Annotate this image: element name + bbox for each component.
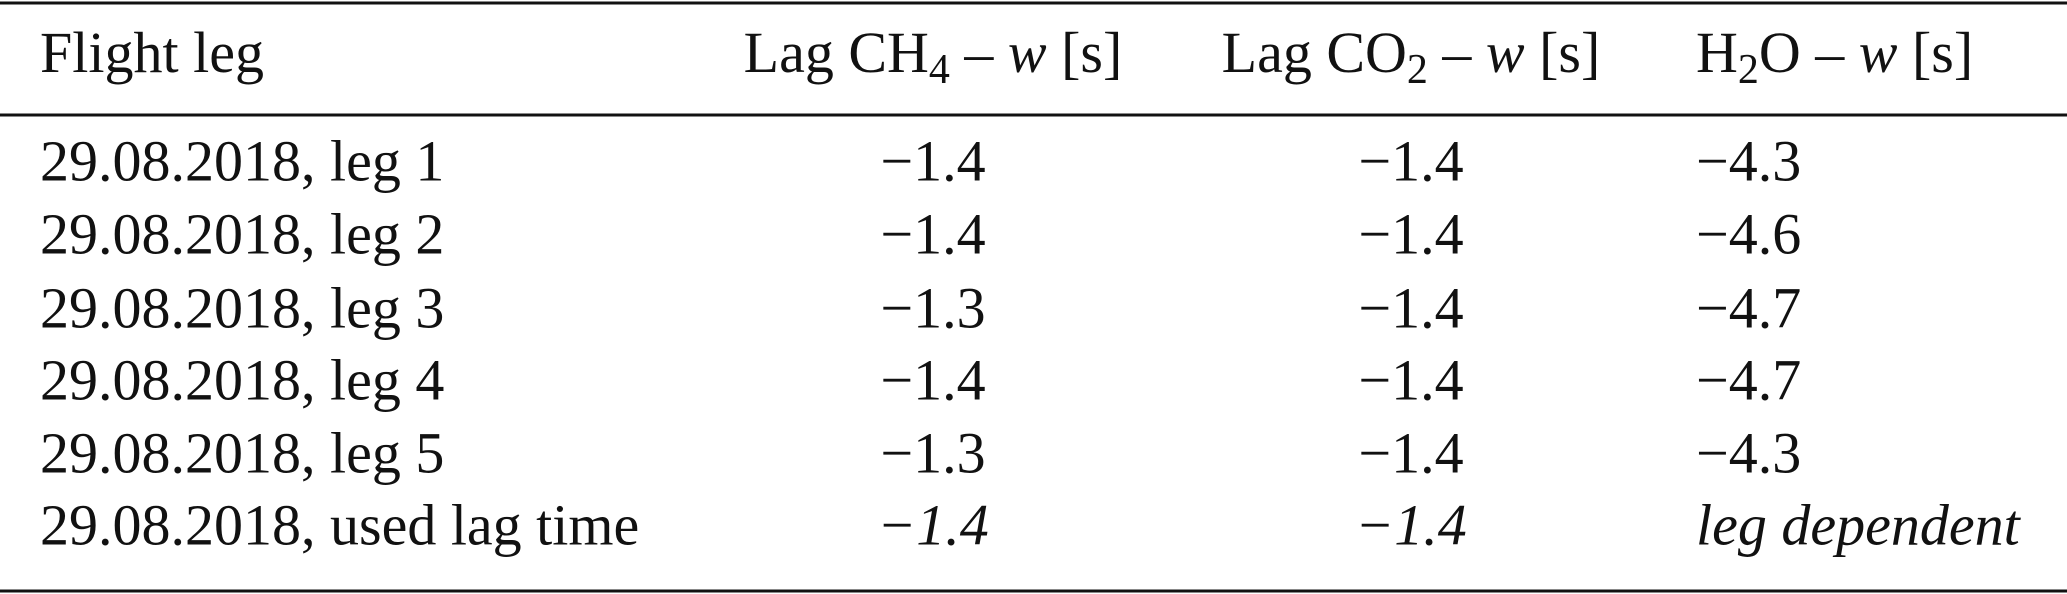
cell-value: −1.4 [880,347,985,412]
subscript: 2 [1738,47,1759,93]
subscript: 2 [1407,47,1428,93]
cell-value: −4.3 [1696,420,1801,485]
header-text: – [950,20,1008,85]
cell-value: −1.4 [1358,420,1463,485]
header-text: H [1696,20,1738,85]
row-label: 29.08.2018, leg 1 [40,128,444,193]
cell-value: −1.4 [880,201,985,266]
header-text: O – [1759,20,1859,85]
cell-value: leg dependent [1696,492,2022,557]
header-text: Flight leg [40,20,264,85]
row-label: 29.08.2018, leg 4 [40,347,444,412]
cell-value: −1.4 [1358,201,1463,266]
cell-value: −1.3 [880,275,985,340]
cell-value: −1.4 [877,492,989,557]
header-text: [s] [1897,20,1973,85]
header-cell: Flight leg [40,20,264,85]
cell-value: −1.4 [1358,275,1463,340]
row-label: 29.08.2018, used lag time [40,492,639,557]
cell-value: −1.4 [880,128,985,193]
cell-value: −1.4 [1358,347,1463,412]
header-text: [s] [1525,20,1601,85]
subscript: 4 [929,47,950,93]
header-text: Lag CO [1222,20,1407,85]
header-text: w [1859,20,1898,85]
header-text: w [1486,20,1525,85]
header-text: w [1008,20,1047,85]
cell-value: −4.6 [1696,201,1801,266]
cell-value: −4.7 [1696,275,1801,340]
row-label: 29.08.2018, leg 3 [40,275,444,340]
header-cell: Lag CH4 – w [s] [744,20,1123,92]
cell-value: −1.4 [1355,492,1467,557]
header-text: Lag CH [744,20,929,85]
header-cell: Lag CO2 – w [s] [1222,20,1601,92]
header-text: – [1428,20,1486,85]
header-cell: H2O – w [s] [1696,20,1973,92]
cell-value: −4.7 [1696,347,1801,412]
row-label: 29.08.2018, leg 5 [40,420,444,485]
row-label: 29.08.2018, leg 2 [40,201,444,266]
cell-value: −1.3 [880,420,985,485]
cell-value: −1.4 [1358,128,1463,193]
cell-value: −4.3 [1696,128,1801,193]
header-text: [s] [1047,20,1123,85]
